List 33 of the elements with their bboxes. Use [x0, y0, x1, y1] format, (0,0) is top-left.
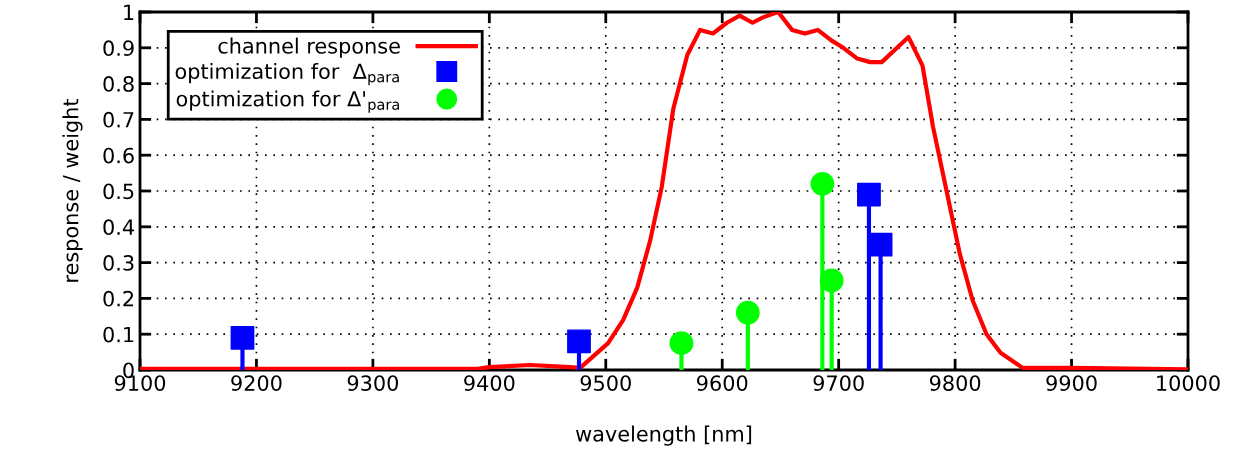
point	[230, 325, 255, 350]
x-tick-label: 9300	[347, 375, 399, 391]
x-tick-label: 9700	[813, 375, 864, 391]
x-tick-label: 9200	[231, 375, 282, 391]
y-tick-label: 0.4	[103, 219, 134, 236]
x-axis-title: wavelength [nm]	[576, 425, 752, 446]
y-tick-label: 0.1	[103, 326, 134, 343]
x-tick-label: 9400	[464, 375, 515, 391]
legend-label: channel response	[218, 37, 400, 58]
y-tick-label: 0.9	[103, 40, 134, 57]
y-tick-label: 0.3	[103, 255, 134, 271]
x-tick-label: 10000	[1157, 375, 1220, 391]
x-tick-label: 9500	[580, 375, 631, 391]
legend-label: optimization for Δ$_{para}$	[175, 62, 399, 86]
y-axis-title: response / weight	[62, 98, 83, 282]
line-series	[140, 12, 1188, 370]
point	[857, 182, 881, 207]
point	[810, 171, 835, 196]
point	[669, 331, 694, 356]
x-tick-label: 9900	[1046, 375, 1097, 391]
y-tick-label: 1	[124, 4, 134, 20]
legend-label: optimization for Δ'$_{para}$	[176, 90, 400, 113]
y-tick-label: 0.6	[103, 147, 134, 164]
point	[868, 232, 893, 257]
point	[735, 300, 760, 325]
y-tick-label: 0.7	[103, 111, 134, 128]
x-tick-label: 9800	[929, 375, 981, 391]
y-tick-label: 0.8	[103, 76, 134, 92]
y-tick-label: 0.2	[103, 290, 134, 307]
point	[567, 329, 591, 354]
point	[819, 268, 844, 293]
y-tick-label: 0.5	[103, 183, 134, 200]
x-tick-label: 9600	[697, 375, 748, 391]
